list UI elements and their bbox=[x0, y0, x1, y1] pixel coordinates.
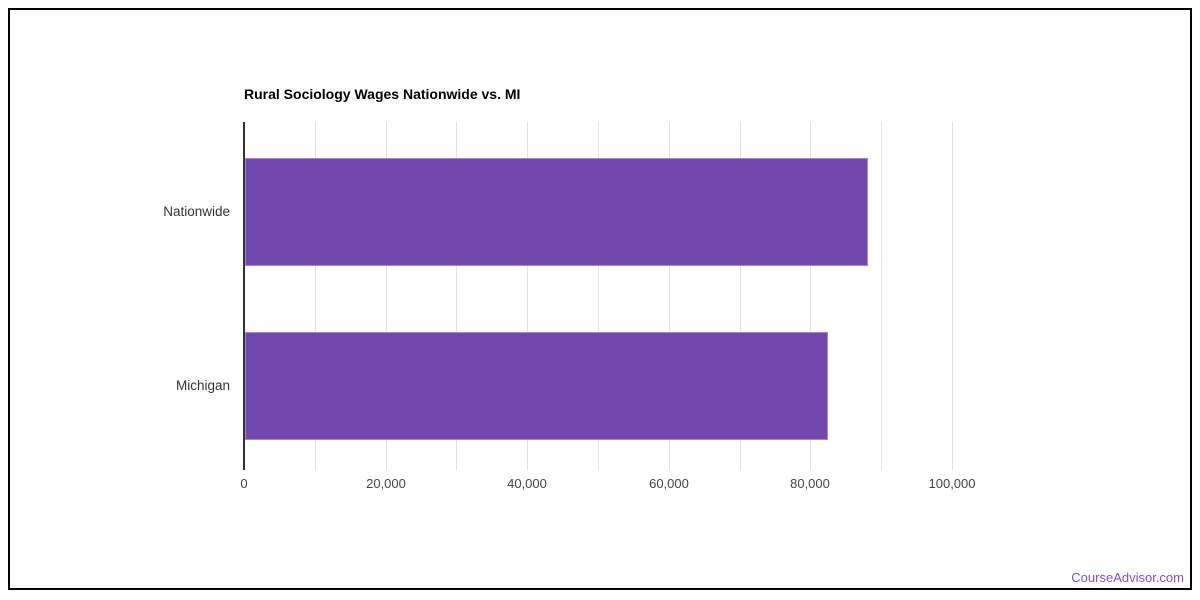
chart-frame: Rural Sociology Wages Nationwide vs. MI … bbox=[8, 8, 1192, 590]
x-tick-label: 20,000 bbox=[366, 476, 406, 491]
x-axis-labels: 0 20,000 40,000 60,000 80,000 100,000 bbox=[240, 476, 1016, 498]
x-tick-label: 100,000 bbox=[928, 476, 976, 491]
bar-nationwide bbox=[245, 158, 868, 266]
x-gridline bbox=[456, 122, 457, 470]
x-tick-label: 60,000 bbox=[649, 476, 689, 491]
y-axis-line bbox=[243, 122, 245, 470]
x-gridline bbox=[527, 122, 528, 470]
x-gridline bbox=[386, 122, 387, 470]
bar-michigan bbox=[245, 332, 828, 440]
chart-title: Rural Sociology Wages Nationwide vs. MI bbox=[244, 86, 521, 102]
x-gridline bbox=[881, 122, 882, 470]
x-gridline bbox=[598, 122, 599, 470]
x-gridline bbox=[810, 122, 811, 470]
category-label-michigan: Michigan bbox=[175, 378, 230, 393]
x-gridline bbox=[669, 122, 670, 470]
x-tick-label: 40,000 bbox=[507, 476, 547, 491]
x-tick-label: 80,000 bbox=[790, 476, 830, 491]
x-gridline bbox=[952, 122, 953, 470]
courseadvisor-watermark-link[interactable]: CourseAdvisor.com bbox=[1071, 570, 1184, 585]
x-gridline bbox=[740, 122, 741, 470]
x-tick-label: 0 bbox=[240, 476, 248, 491]
plot-area: Nationwide Michigan bbox=[163, 122, 1016, 470]
category-label-nationwide: Nationwide bbox=[163, 204, 230, 219]
x-gridline bbox=[315, 122, 316, 470]
